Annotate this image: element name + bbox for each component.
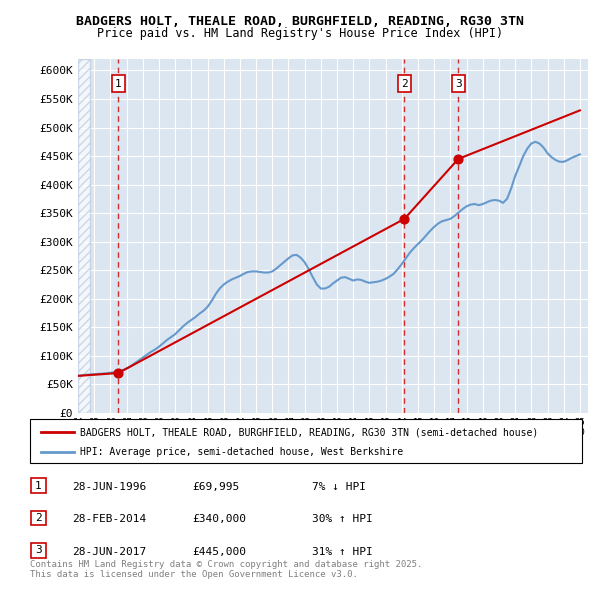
FancyBboxPatch shape: [30, 419, 582, 463]
Text: BADGERS HOLT, THEALE ROAD, BURGHFIELD, READING, RG30 3TN: BADGERS HOLT, THEALE ROAD, BURGHFIELD, R…: [76, 15, 524, 28]
FancyBboxPatch shape: [31, 478, 46, 493]
Text: 1: 1: [35, 481, 42, 490]
Text: BADGERS HOLT, THEALE ROAD, BURGHFIELD, READING, RG30 3TN (semi-detached house): BADGERS HOLT, THEALE ROAD, BURGHFIELD, R…: [80, 427, 538, 437]
Text: £445,000: £445,000: [192, 547, 246, 556]
Text: £340,000: £340,000: [192, 514, 246, 524]
Text: 2: 2: [35, 513, 42, 523]
Text: 3: 3: [455, 79, 461, 88]
Text: 1: 1: [115, 79, 122, 88]
Text: 3: 3: [35, 546, 42, 555]
Text: 2: 2: [401, 79, 408, 88]
FancyBboxPatch shape: [31, 543, 46, 558]
Text: 7% ↓ HPI: 7% ↓ HPI: [312, 482, 366, 491]
Text: £69,995: £69,995: [192, 482, 239, 491]
Text: 28-JUN-2017: 28-JUN-2017: [72, 547, 146, 556]
Point: [400, 214, 409, 224]
Text: HPI: Average price, semi-detached house, West Berkshire: HPI: Average price, semi-detached house,…: [80, 447, 403, 457]
Bar: [78, 59, 90, 413]
FancyBboxPatch shape: [31, 510, 46, 526]
Point: [113, 368, 123, 378]
Text: 31% ↑ HPI: 31% ↑ HPI: [312, 547, 373, 556]
Text: 28-FEB-2014: 28-FEB-2014: [72, 514, 146, 524]
Text: Price paid vs. HM Land Registry's House Price Index (HPI): Price paid vs. HM Land Registry's House …: [97, 27, 503, 40]
Text: 28-JUN-1996: 28-JUN-1996: [72, 482, 146, 491]
Text: 30% ↑ HPI: 30% ↑ HPI: [312, 514, 373, 524]
Point: [454, 154, 463, 163]
Text: Contains HM Land Registry data © Crown copyright and database right 2025.
This d: Contains HM Land Registry data © Crown c…: [30, 560, 422, 579]
